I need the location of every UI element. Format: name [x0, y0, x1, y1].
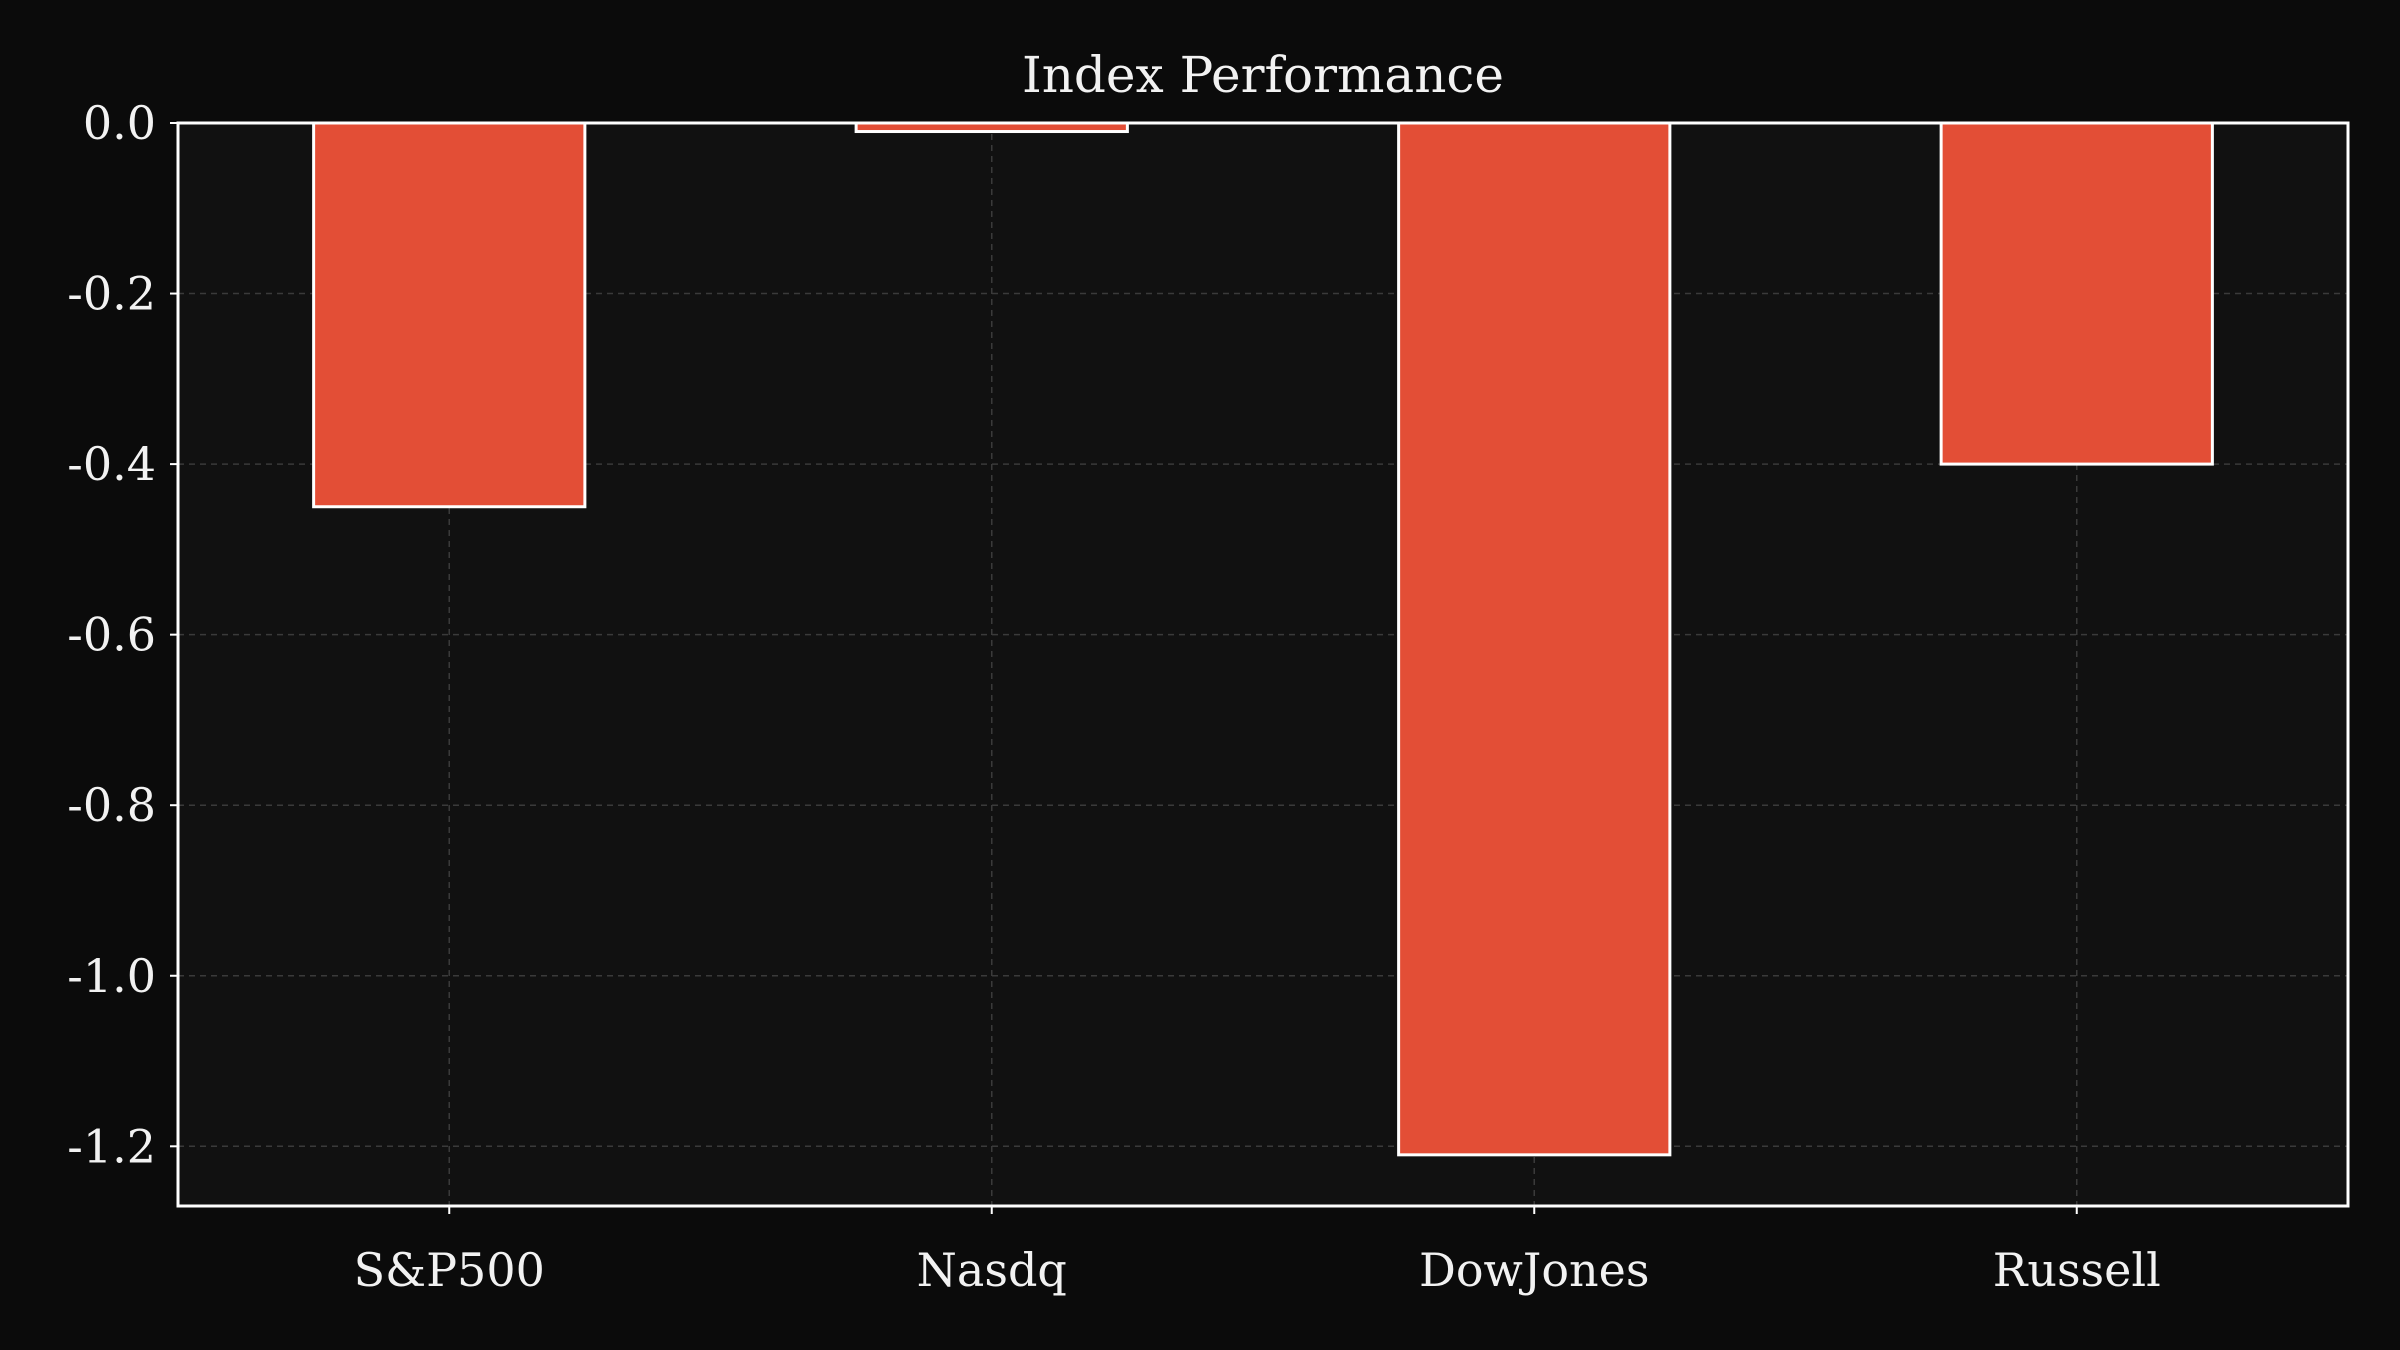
x-tick-label: S&P500 — [354, 1243, 545, 1297]
x-tick-label: DowJones — [1419, 1243, 1650, 1297]
y-tick-label: -1.0 — [67, 949, 156, 1003]
axes-frame — [176, 121, 2350, 1208]
x-tick-label: Russell — [1993, 1243, 2161, 1297]
x-tick-label: Nasdq — [917, 1243, 1067, 1297]
y-tick-label: -0.8 — [67, 778, 156, 832]
y-tick-label: -1.2 — [67, 1119, 156, 1173]
bar-s-p500 — [312, 121, 587, 509]
y-tick-label: 0.0 — [83, 96, 156, 150]
y-axis-ticks: 0.0 -0.2 -0.4 -0.6 -0.8 -1.0 -1.2 — [67, 96, 178, 1173]
bar-russell — [1939, 121, 2214, 466]
bars — [312, 121, 2214, 1157]
y-tick-label: -0.6 — [67, 608, 156, 662]
x-axis-ticks: S&P500 Nasdq DowJones Russell — [354, 1206, 2161, 1297]
chart-title: Index Performance — [1022, 46, 1504, 104]
y-tick-label: -0.4 — [67, 437, 156, 491]
y-tick-label: -0.2 — [67, 267, 156, 321]
bar-dowjones — [1397, 121, 1672, 1157]
